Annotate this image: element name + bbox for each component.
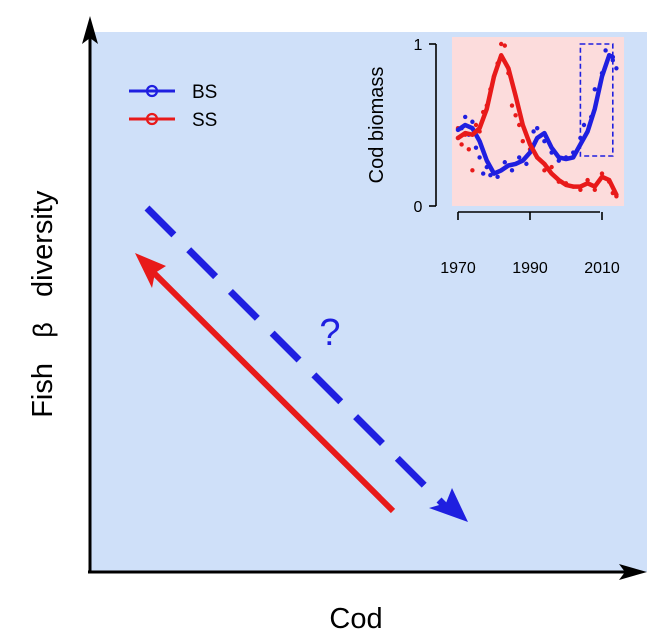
inset-bs-point [477, 155, 482, 160]
inset-ss-point [599, 171, 605, 176]
ss-trend-arrowhead [135, 253, 166, 288]
inset-ss-line [455, 53, 619, 197]
legend-ss-marker [145, 112, 159, 126]
legend-bs-marker [145, 84, 159, 98]
inset-ss-point [520, 139, 525, 144]
inset-x-tick-label: 1970 [440, 260, 476, 277]
inset-ss-point [473, 122, 479, 128]
y-axis-label-prefix: Fish [27, 363, 59, 418]
ss-trend-arrow [135, 253, 396, 514]
y-axis-label: Fish β diversity [27, 190, 59, 418]
y-axis-label-symbol: β [28, 322, 58, 338]
inset-bs-point [470, 119, 475, 124]
inset-x-tick-label: 2010 [584, 260, 620, 277]
x-axis-label: Cod [329, 603, 382, 635]
inset-bs-point [581, 122, 587, 128]
inset-bs-point [524, 161, 529, 167]
inset-bs-point [488, 173, 493, 178]
legend-entry-bs: BS [129, 82, 217, 103]
ss-trend-line [147, 266, 396, 514]
inset-ss-point [459, 142, 464, 147]
inset-bs-point [495, 174, 500, 180]
inset-y-axis-label: Cod biomass [366, 67, 388, 184]
inset-ss-point [509, 103, 515, 108]
legend: BS SS [129, 82, 217, 131]
inset-bs-point [603, 48, 608, 53]
inset-bs-point [509, 168, 515, 173]
inset-ss-point [542, 168, 547, 173]
inset-ss-point [549, 164, 554, 170]
inset-ss-point [592, 187, 597, 192]
inset-bs-point [473, 145, 479, 150]
bs-trend-arrowhead [429, 488, 468, 522]
inset-bs-point [481, 171, 486, 176]
inset-y-tick-label: 0 [414, 199, 423, 216]
legend-ss-label: SS [192, 110, 217, 131]
inset-bs-point [531, 129, 536, 134]
inset-ss-point [502, 43, 507, 48]
inset-bs-point [517, 155, 522, 160]
inset-bs-point [535, 126, 540, 131]
inset-bs-point [592, 87, 597, 92]
y-axis-label-suffix: diversity [27, 190, 59, 297]
inset-lines [455, 53, 619, 197]
inset-x-tick-label: 1990 [512, 260, 548, 277]
inset-ticks: 0 1 1970 1990 2010 [414, 37, 620, 277]
question-mark: ? [319, 312, 340, 354]
bs-trend-arrow [144, 205, 468, 522]
inset-highlight-box [579, 43, 614, 157]
bs-trend-line [144, 205, 448, 509]
legend-bs-label: BS [192, 82, 217, 103]
inset-bs-point [463, 114, 468, 120]
inset-chart: 0 1 1970 1990 2010 Cod biomass [366, 37, 624, 277]
y-axis-arrowhead [82, 16, 98, 44]
inset-ss-point [513, 113, 518, 118]
inset-bs-line [455, 53, 616, 176]
inset-bs-point [502, 160, 507, 165]
legend-entry-ss: SS [129, 110, 217, 131]
inset-ss-point [499, 41, 504, 47]
inset-ss-point [585, 177, 590, 183]
x-axis-arrowhead [619, 564, 647, 580]
inset-y-tick-label: 1 [414, 37, 423, 54]
inset-ss-point [466, 147, 471, 152]
inset-bs-point [614, 66, 619, 71]
inset-ss-point [470, 168, 475, 173]
